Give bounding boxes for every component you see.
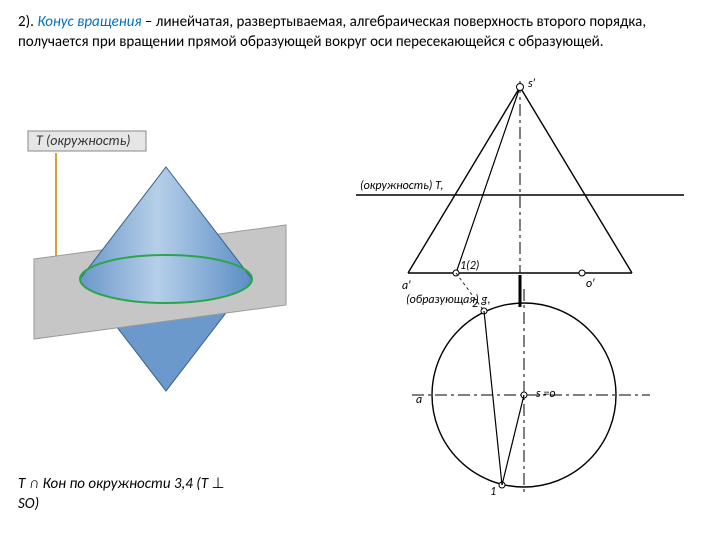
heading-paragraph: 2). Конус вращения – линейчатая, разверт… (18, 12, 702, 53)
label-t-line: (окружность) Т, (360, 179, 443, 193)
perp-symbol: ⊥ (212, 475, 225, 493)
note-line1: Τ ∩ Кон по окружности 3,4 (Τ (18, 475, 212, 493)
label-a-prime: a′ (402, 279, 411, 293)
label-1-2: 1(2) (460, 259, 479, 273)
label-s-prime: s′ (528, 77, 536, 91)
intersection-note: Τ ∩ Кон по окружности 3,4 (Τ ⊥ SO) (18, 475, 225, 514)
diagrams-area: Т (окружность) (0, 75, 720, 445)
heading-number: 2). (18, 13, 37, 31)
t-label-text: Т (окружность) (36, 132, 131, 149)
term-cone-of-rotation: Конус вращения (37, 13, 141, 31)
orthographic-figure: s′ (окружность) Т, 1(2) a′ o′ (образующа… (350, 75, 690, 495)
t-label-box: Т (окружность) (28, 131, 146, 151)
note-line2: SO) (18, 495, 39, 513)
label-pt1: 1 (490, 485, 496, 495)
label-a: a (416, 393, 422, 407)
cone-3d-figure: Т (окружность) (18, 125, 298, 415)
front-view: s′ (окружность) Т, 1(2) a′ o′ (образующа… (356, 77, 684, 307)
label-o-prime: o′ (586, 277, 595, 291)
label-s-equals-o: s =o (536, 387, 556, 401)
